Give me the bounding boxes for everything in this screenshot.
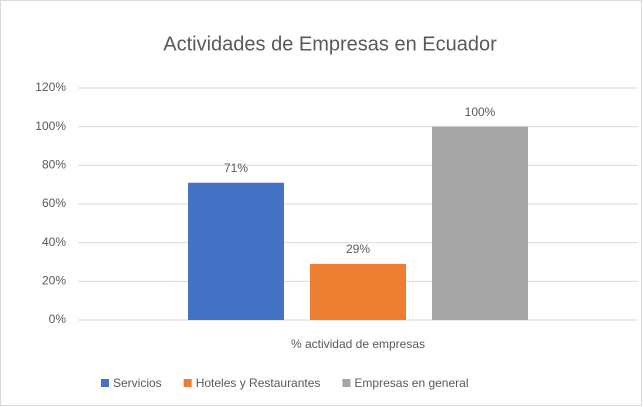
bar xyxy=(432,126,528,321)
y-tick-label: 40% xyxy=(42,235,66,249)
y-tick-label: 120% xyxy=(35,80,66,94)
data-label: 71% xyxy=(224,161,248,175)
bar xyxy=(188,182,284,320)
y-tick-label: 100% xyxy=(35,119,66,133)
data-label: 29% xyxy=(346,242,370,256)
legend-swatch xyxy=(183,379,192,387)
y-tick-label: 0% xyxy=(49,312,67,326)
legend-label: Empresas en general xyxy=(354,376,468,390)
legend-label: Servicios xyxy=(113,376,162,390)
legend-label: Hoteles y Restaurantes xyxy=(196,376,321,390)
legend-swatch xyxy=(101,379,109,387)
chart-title: Actividades de Empresas en Ecuador xyxy=(163,33,497,55)
y-tick-label: 60% xyxy=(42,196,66,210)
legend-swatch xyxy=(342,379,351,387)
data-label: 100% xyxy=(465,105,496,119)
y-tick-label: 20% xyxy=(42,274,66,288)
bar xyxy=(310,263,406,320)
y-tick-label: 80% xyxy=(42,158,66,172)
x-tick-label: % actividad de empresas xyxy=(291,337,425,351)
